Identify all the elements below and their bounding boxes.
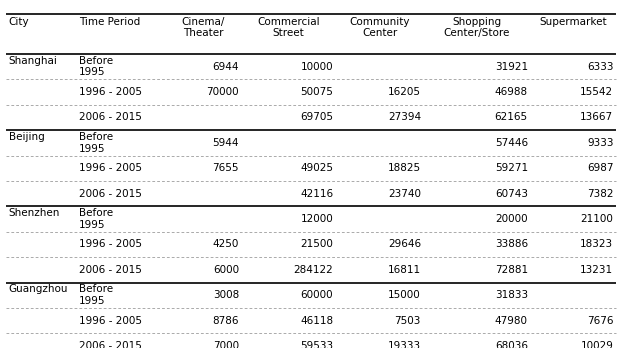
- Text: 7000: 7000: [213, 341, 239, 348]
- Text: 2006 - 2015: 2006 - 2015: [79, 341, 142, 348]
- Text: 7382: 7382: [587, 189, 613, 199]
- Text: 6000: 6000: [213, 265, 239, 275]
- Text: 49025: 49025: [300, 163, 333, 173]
- Text: Commercial
Street: Commercial Street: [258, 17, 320, 38]
- Text: 23740: 23740: [388, 189, 421, 199]
- Text: 1996 - 2005: 1996 - 2005: [79, 239, 142, 250]
- Text: 284122: 284122: [293, 265, 333, 275]
- Text: 16205: 16205: [388, 87, 421, 97]
- Text: 57446: 57446: [495, 138, 528, 148]
- Text: 46988: 46988: [495, 87, 528, 97]
- Text: 8786: 8786: [212, 316, 239, 326]
- Text: 6987: 6987: [587, 163, 613, 173]
- Text: Shopping
Center/Store: Shopping Center/Store: [444, 17, 510, 38]
- Text: 21100: 21100: [581, 214, 613, 224]
- Text: 69705: 69705: [300, 112, 333, 122]
- Text: 59533: 59533: [300, 341, 333, 348]
- Text: 33886: 33886: [495, 239, 528, 250]
- Text: 50075: 50075: [300, 87, 333, 97]
- Text: Time Period: Time Period: [79, 17, 141, 27]
- Text: 19333: 19333: [387, 341, 421, 348]
- Text: 7655: 7655: [212, 163, 239, 173]
- Text: 16811: 16811: [387, 265, 421, 275]
- Text: 68036: 68036: [495, 341, 528, 348]
- Text: 15542: 15542: [580, 87, 613, 97]
- Text: 4250: 4250: [213, 239, 239, 250]
- Text: 12000: 12000: [300, 214, 333, 224]
- Text: Before
1995: Before 1995: [79, 132, 113, 154]
- Text: 6944: 6944: [212, 62, 239, 72]
- Text: 15000: 15000: [388, 290, 421, 300]
- Text: Before
1995: Before 1995: [79, 56, 113, 78]
- Text: Community
Center: Community Center: [349, 17, 410, 38]
- Text: Before
1995: Before 1995: [79, 284, 113, 306]
- Text: 72881: 72881: [495, 265, 528, 275]
- Text: 18323: 18323: [580, 239, 613, 250]
- Text: 3008: 3008: [213, 290, 239, 300]
- Text: 18825: 18825: [387, 163, 421, 173]
- Text: 70000: 70000: [206, 87, 239, 97]
- Text: 7503: 7503: [394, 316, 421, 326]
- Text: 47980: 47980: [495, 316, 528, 326]
- Text: Guangzhou: Guangzhou: [9, 284, 68, 294]
- Text: 60000: 60000: [301, 290, 333, 300]
- Text: 31921: 31921: [495, 62, 528, 72]
- Text: Cinema/
Theater: Cinema/ Theater: [181, 17, 225, 38]
- Text: 9333: 9333: [587, 138, 613, 148]
- Text: 7676: 7676: [587, 316, 613, 326]
- Text: 2006 - 2015: 2006 - 2015: [79, 265, 142, 275]
- Text: 2006 - 2015: 2006 - 2015: [79, 112, 142, 122]
- Text: 27394: 27394: [387, 112, 421, 122]
- Text: 20000: 20000: [495, 214, 528, 224]
- Text: Shenzhen: Shenzhen: [9, 208, 60, 218]
- Text: 60743: 60743: [495, 189, 528, 199]
- Text: Before
1995: Before 1995: [79, 208, 113, 230]
- Text: 59271: 59271: [495, 163, 528, 173]
- Text: 13667: 13667: [580, 112, 613, 122]
- Text: Supermarket: Supermarket: [539, 17, 607, 27]
- Text: Beijing: Beijing: [9, 132, 45, 142]
- Text: 42116: 42116: [300, 189, 333, 199]
- Text: 1996 - 2005: 1996 - 2005: [79, 87, 142, 97]
- Text: 21500: 21500: [300, 239, 333, 250]
- Text: 29646: 29646: [387, 239, 421, 250]
- Text: Shanghai: Shanghai: [9, 56, 58, 66]
- Text: 10000: 10000: [301, 62, 333, 72]
- Text: 6333: 6333: [587, 62, 613, 72]
- Text: 13231: 13231: [580, 265, 613, 275]
- Text: 2006 - 2015: 2006 - 2015: [79, 189, 142, 199]
- Text: 1996 - 2005: 1996 - 2005: [79, 163, 142, 173]
- Text: 10029: 10029: [581, 341, 613, 348]
- Text: 1996 - 2005: 1996 - 2005: [79, 316, 142, 326]
- Text: 5944: 5944: [212, 138, 239, 148]
- Text: 62165: 62165: [495, 112, 528, 122]
- Text: 31833: 31833: [495, 290, 528, 300]
- Text: City: City: [9, 17, 29, 27]
- Text: 46118: 46118: [300, 316, 333, 326]
